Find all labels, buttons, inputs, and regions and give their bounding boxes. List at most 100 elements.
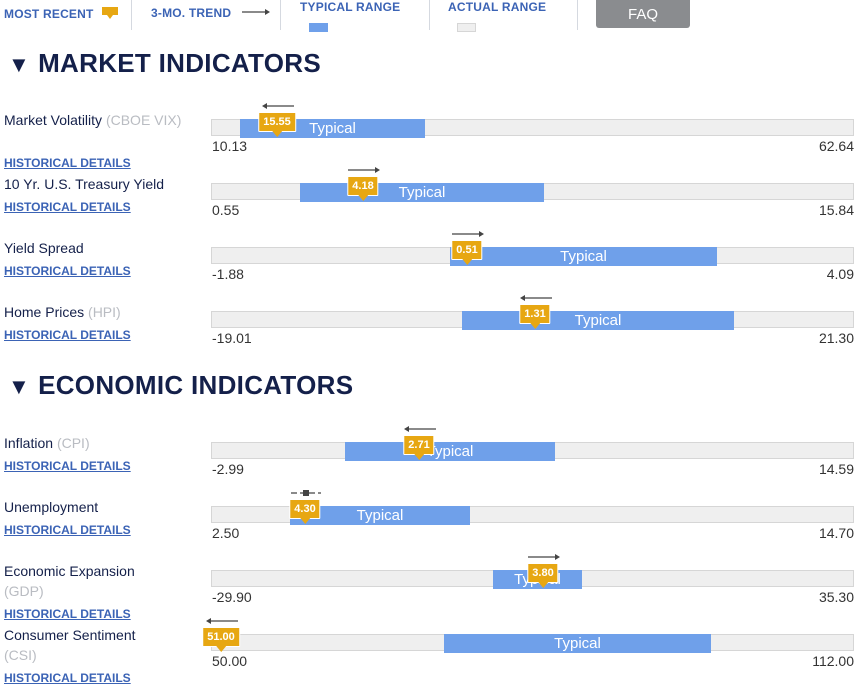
indicator-title: Market Volatility xyxy=(4,112,103,128)
trend-right-arrow-icon xyxy=(528,554,560,560)
indicator-row-unemployment: Unemployment HISTORICAL DETAILS Typical … xyxy=(0,490,862,559)
typical-range-bar: Typical xyxy=(450,247,717,266)
indicator-name: Inflation (CPI) xyxy=(4,433,184,453)
collapse-triangle-icon: ▼ xyxy=(8,52,31,77)
trend-arrow-icon xyxy=(241,9,270,15)
market-indicators-heading[interactable]: ▼ MARKET INDICATORS xyxy=(8,48,321,79)
actual-range-bar: Typical xyxy=(211,442,854,461)
trend-left-arrow-icon xyxy=(262,103,294,109)
actual-range-swatch xyxy=(457,23,476,32)
indicator-name: Consumer Sentiment (CSI) xyxy=(4,625,184,665)
indicator-abbr: (HPI) xyxy=(88,304,121,320)
legend-actual: ACTUAL RANGE xyxy=(448,0,546,14)
range-max-label: 112.00 xyxy=(812,653,854,669)
historical-details-link[interactable]: HISTORICAL DETAILS xyxy=(4,328,131,342)
legend-divider xyxy=(577,0,578,30)
indicator-row-inflation: Inflation (CPI) HISTORICAL DETAILS Typic… xyxy=(0,426,862,495)
section-title-text: MARKET INDICATORS xyxy=(38,48,321,78)
legend-typical-label: TYPICAL RANGE xyxy=(300,0,401,14)
collapse-triangle-icon: ▼ xyxy=(8,374,31,399)
marker-icon xyxy=(102,7,119,19)
indicator-row-market-volatility: Market Volatility (CBOE VIX) HISTORICAL … xyxy=(0,103,862,172)
historical-details-link[interactable]: HISTORICAL DETAILS xyxy=(4,607,131,621)
range-max-label: 4.09 xyxy=(826,266,854,282)
indicator-abbr: (CSI) xyxy=(4,647,37,663)
indicator-name: Economic Expansion (GDP) xyxy=(4,561,184,601)
faq-button[interactable]: FAQ xyxy=(596,0,690,28)
indicator-title: Unemployment xyxy=(4,499,99,515)
economic-indicators-heading[interactable]: ▼ ECONOMIC INDICATORS xyxy=(8,370,353,401)
legend-most-recent-label: MOST RECENT xyxy=(4,7,94,21)
legend-trend-label: 3-MO. TREND xyxy=(151,6,232,20)
actual-range-bar: Typical xyxy=(211,247,854,266)
legend-actual-label: ACTUAL RANGE xyxy=(448,0,547,14)
range-max-label: 14.70 xyxy=(818,525,854,541)
indicator-row-consumer-sentiment: Consumer Sentiment (CSI) HISTORICAL DETA… xyxy=(0,618,862,687)
indicator-abbr: (GDP) xyxy=(4,583,44,599)
most-recent-marker: 1.31 xyxy=(519,304,551,329)
historical-details-link[interactable]: HISTORICAL DETAILS xyxy=(4,264,131,278)
typical-range-swatch xyxy=(309,23,328,32)
legend-bar: MOST RECENT 3-MO. TREND TYPICAL RANGE AC… xyxy=(0,0,862,36)
typical-range-bar: Typical xyxy=(345,442,555,461)
trend-left-arrow-icon xyxy=(404,426,436,432)
indicator-title: Yield Spread xyxy=(4,240,84,256)
historical-details-link[interactable]: HISTORICAL DETAILS xyxy=(4,156,131,170)
indicator-title: 10 Yr. U.S. Treasury Yield xyxy=(4,176,165,192)
historical-details-link[interactable]: HISTORICAL DETAILS xyxy=(4,459,131,473)
legend-divider xyxy=(429,0,430,30)
historical-details-link[interactable]: HISTORICAL DETAILS xyxy=(4,671,131,685)
actual-range-bar: Typical xyxy=(211,183,854,202)
indicator-title: Inflation xyxy=(4,435,54,451)
most-recent-marker: 15.55 xyxy=(258,112,296,137)
range-min-label: 2.50 xyxy=(212,525,240,541)
typical-range-bar: Typical xyxy=(300,183,544,202)
trend-flat-icon xyxy=(291,490,321,496)
range-max-label: 14.59 xyxy=(818,461,854,477)
typical-range-bar: Typical xyxy=(462,311,734,330)
actual-range-bar: Typical xyxy=(211,506,854,525)
indicator-name: Unemployment xyxy=(4,497,184,517)
trend-left-arrow-icon xyxy=(206,618,238,624)
trend-right-arrow-icon xyxy=(348,167,380,173)
legend-divider xyxy=(280,0,281,30)
trend-right-arrow-icon xyxy=(452,231,484,237)
range-min-label: 50.00 xyxy=(212,653,248,669)
range-min-label: -2.99 xyxy=(212,461,244,477)
typical-range-bar: Typical xyxy=(444,634,711,653)
most-recent-marker: 0.51 xyxy=(451,240,483,265)
indicator-name: Market Volatility (CBOE VIX) xyxy=(4,110,184,130)
indicator-title: Consumer Sentiment xyxy=(4,627,136,643)
trend-left-arrow-icon xyxy=(520,295,552,301)
range-max-label: 21.30 xyxy=(818,330,854,346)
indicator-abbr: (CBOE VIX) xyxy=(105,112,182,128)
actual-range-bar: Typical xyxy=(211,119,854,138)
indicator-name: 10 Yr. U.S. Treasury Yield xyxy=(4,174,204,194)
section-title-text: ECONOMIC INDICATORS xyxy=(38,370,354,400)
historical-details-link[interactable]: HISTORICAL DETAILS xyxy=(4,200,131,214)
legend-trend: 3-MO. TREND xyxy=(151,6,271,20)
range-max-label: 15.84 xyxy=(818,202,854,218)
historical-details-link[interactable]: HISTORICAL DETAILS xyxy=(4,523,131,537)
range-min-label: 10.13 xyxy=(212,138,248,154)
indicator-row-economic-expansion: Economic Expansion (GDP) HISTORICAL DETA… xyxy=(0,554,862,623)
legend-divider xyxy=(131,0,132,30)
indicator-name: Home Prices (HPI) xyxy=(4,302,184,322)
indicator-row-treasury-yield: 10 Yr. U.S. Treasury Yield HISTORICAL DE… xyxy=(0,167,862,236)
most-recent-marker: 3.80 xyxy=(527,563,559,588)
most-recent-marker: 51.00 xyxy=(202,627,240,652)
range-min-label: -29.90 xyxy=(212,589,252,605)
most-recent-marker: 4.30 xyxy=(289,499,321,524)
most-recent-marker: 2.71 xyxy=(403,435,435,460)
range-max-label: 35.30 xyxy=(818,589,854,605)
range-max-label: 62.64 xyxy=(818,138,854,154)
indicator-row-yield-spread: Yield Spread HISTORICAL DETAILS Typical … xyxy=(0,231,862,300)
indicator-title: Economic Expansion xyxy=(4,563,135,579)
indicator-name: Yield Spread xyxy=(4,238,184,258)
typical-range-bar: Typical xyxy=(290,506,470,525)
range-min-label: -19.01 xyxy=(212,330,252,346)
most-recent-marker: 4.18 xyxy=(347,176,379,201)
indicator-title: Home Prices xyxy=(4,304,85,320)
indicator-abbr: (CPI) xyxy=(56,435,90,451)
range-min-label: 0.55 xyxy=(212,202,240,218)
